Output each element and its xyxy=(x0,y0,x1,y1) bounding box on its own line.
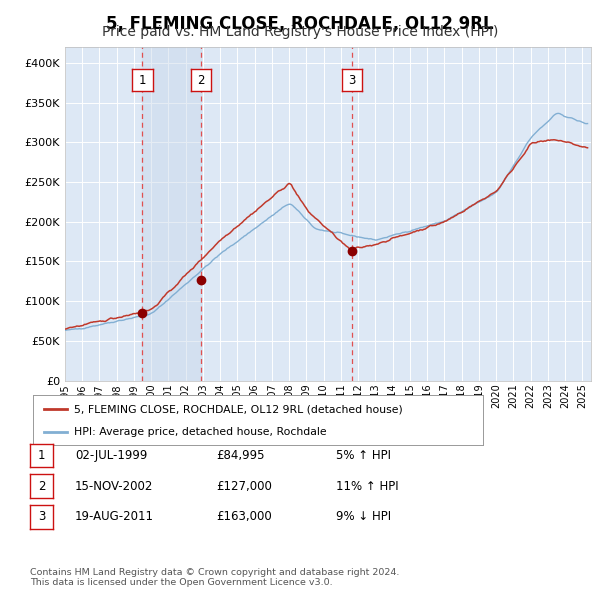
Text: 9% ↓ HPI: 9% ↓ HPI xyxy=(336,510,391,523)
Text: Contains HM Land Registry data © Crown copyright and database right 2024.
This d: Contains HM Land Registry data © Crown c… xyxy=(30,568,400,587)
Text: 15-NOV-2002: 15-NOV-2002 xyxy=(75,480,154,493)
Text: Price paid vs. HM Land Registry's House Price Index (HPI): Price paid vs. HM Land Registry's House … xyxy=(102,25,498,40)
Text: 1: 1 xyxy=(38,449,45,462)
Text: HPI: Average price, detached house, Rochdale: HPI: Average price, detached house, Roch… xyxy=(74,427,326,437)
Text: £163,000: £163,000 xyxy=(216,510,272,523)
Text: £84,995: £84,995 xyxy=(216,449,265,462)
Text: 3: 3 xyxy=(38,510,45,523)
Text: £127,000: £127,000 xyxy=(216,480,272,493)
Text: 1: 1 xyxy=(139,74,146,87)
Text: 11% ↑ HPI: 11% ↑ HPI xyxy=(336,480,398,493)
Text: 5, FLEMING CLOSE, ROCHDALE, OL12 9RL (detached house): 5, FLEMING CLOSE, ROCHDALE, OL12 9RL (de… xyxy=(74,405,402,415)
Text: 2: 2 xyxy=(38,480,45,493)
Text: 19-AUG-2011: 19-AUG-2011 xyxy=(75,510,154,523)
Bar xyxy=(142,47,201,381)
Text: 2: 2 xyxy=(197,74,205,87)
Text: 02-JUL-1999: 02-JUL-1999 xyxy=(75,449,148,462)
Text: 3: 3 xyxy=(348,74,355,87)
Text: 5, FLEMING CLOSE, ROCHDALE, OL12 9RL: 5, FLEMING CLOSE, ROCHDALE, OL12 9RL xyxy=(106,15,494,33)
Text: 5% ↑ HPI: 5% ↑ HPI xyxy=(336,449,391,462)
